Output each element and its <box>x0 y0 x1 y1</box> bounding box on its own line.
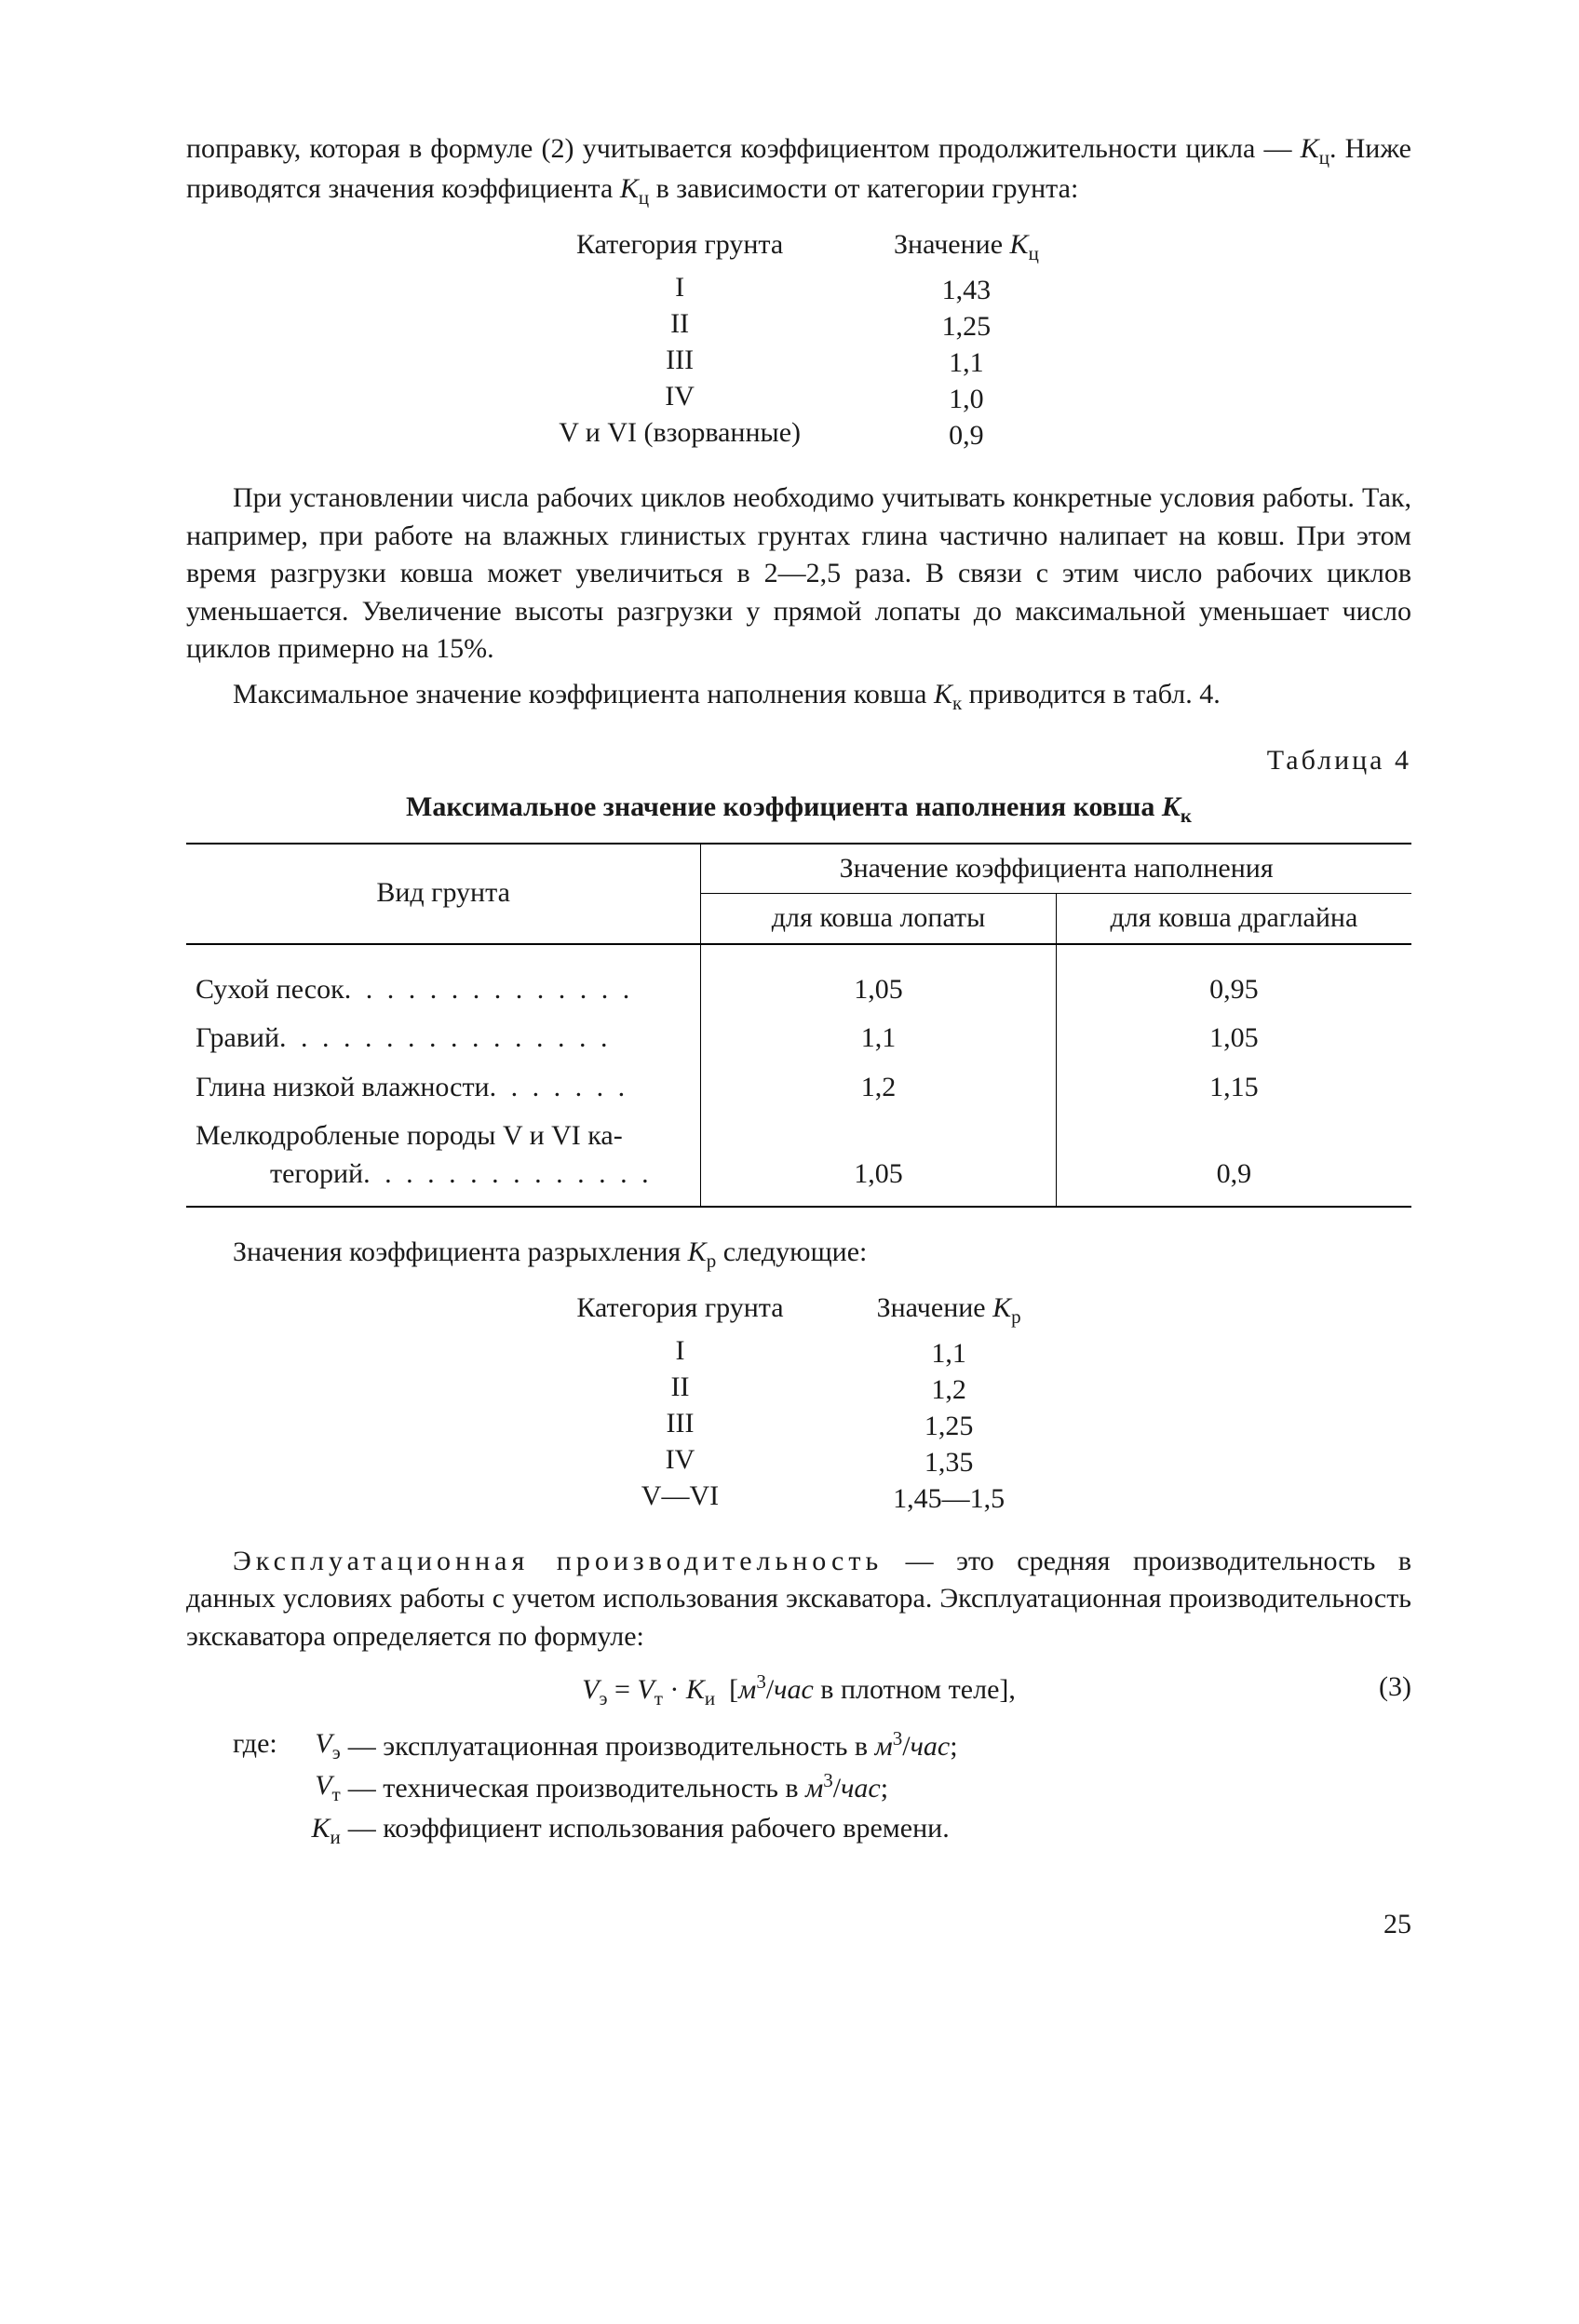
table4-caption: Максимальное значение коэффициента напол… <box>186 789 1411 829</box>
mid-paragraph-1: При установлении числа рабочих циклов не… <box>186 480 1411 669</box>
table4-header-group: Значение коэффициента наполнения <box>701 844 1411 894</box>
page-number: 25 <box>186 1906 1411 1944</box>
kc-val: 1,25 <box>894 308 1039 345</box>
kp-val: 1,35 <box>877 1444 1021 1480</box>
kp-val: 1,2 <box>877 1371 1021 1408</box>
kp-cat: III <box>576 1405 783 1441</box>
kc-cat: IV <box>559 378 801 414</box>
table4-col0: Вид грунта <box>186 844 701 944</box>
kc-cat: II <box>559 305 801 342</box>
where-block: где: Vэ — эксплуатационная производитель… <box>186 1725 1411 1850</box>
table4: Вид грунта Значение коэффициента наполне… <box>186 843 1411 1209</box>
kc-cat: I <box>559 269 801 305</box>
kc-val: 1,1 <box>894 345 1039 381</box>
kp-val: 1,25 <box>877 1408 1021 1444</box>
table-row: Мелкодробленые породы V и VI ка- тегорий… <box>186 1112 1411 1207</box>
intro-paragraph: поправку, которая в формуле (2) учитывае… <box>186 130 1411 211</box>
kp-col1-header: Категория грунта <box>576 1290 783 1328</box>
table4-label: Таблица 4 <box>186 742 1411 780</box>
kp-table: Категория грунта I II III IV V—VI Значен… <box>186 1290 1411 1517</box>
formula-number: (3) <box>1379 1669 1411 1707</box>
kp-val: 1,1 <box>877 1335 1021 1371</box>
exploitation-paragraph: Эксплуатационная производительность — эт… <box>186 1543 1411 1656</box>
kp-cat: II <box>576 1369 783 1405</box>
mid-paragraph-2: Максимальное значение коэффициента напол… <box>186 676 1411 716</box>
table-row: Сухой песок. . . . . . . . . . . . . . 1… <box>186 944 1411 1015</box>
kc-cat: III <box>559 342 801 378</box>
kc-col1-header: Категория грунта <box>559 226 801 264</box>
kc-val: 1,0 <box>894 381 1039 417</box>
kc-val: 1,43 <box>894 272 1039 308</box>
kp-cat: IV <box>576 1441 783 1478</box>
table4-col1: для ковша лопаты <box>701 894 1057 944</box>
table-row: Гравий. . . . . . . . . . . . . . . . 1,… <box>186 1014 1411 1063</box>
kp-val: 1,45—1,5 <box>877 1480 1021 1517</box>
table4-col2: для ковша драглайна <box>1056 894 1411 944</box>
kc-col2-header: Значение Kц <box>894 226 1039 266</box>
kp-intro: Значения коэффициента разрыхления Kр сле… <box>186 1234 1411 1274</box>
kc-val: 0,9 <box>894 417 1039 453</box>
kp-col2-header: Значение Kр <box>877 1290 1021 1330</box>
kc-cat: V и VI (взорванные) <box>559 414 801 451</box>
kp-cat: V—VI <box>576 1478 783 1514</box>
table-row: Глина низкой влажности. . . . . . . 1,2 … <box>186 1063 1411 1113</box>
kp-cat: I <box>576 1332 783 1369</box>
kc-table: Категория грунта I II III IV V и VI (взо… <box>186 226 1411 453</box>
formula-3: Vэ = Vт · Kи [м3/час в плотном теле], (3… <box>186 1669 1411 1711</box>
